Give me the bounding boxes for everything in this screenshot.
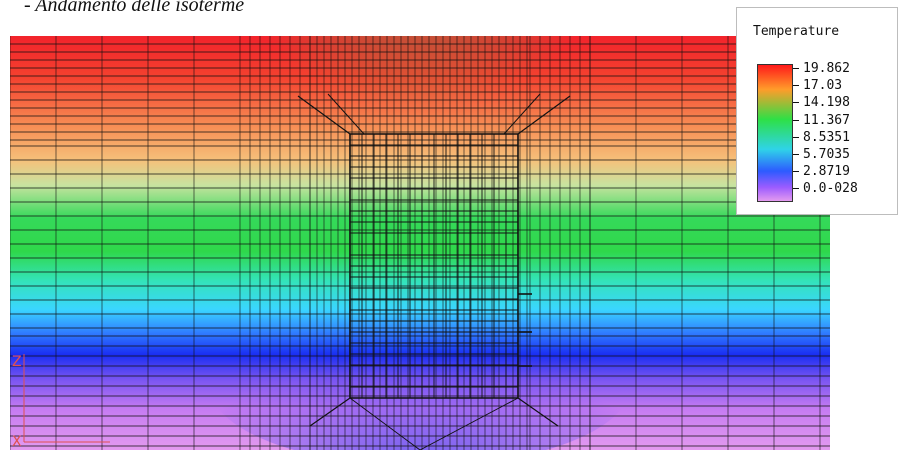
mesh-line [517, 397, 559, 427]
legend-tick-label: 14.198 [803, 95, 850, 111]
mesh-line [309, 397, 351, 427]
mesh-line [517, 95, 571, 135]
figure-caption: - Andamento delle isoterme [24, 0, 245, 16]
legend-color-bar [757, 64, 793, 202]
mesh-line [349, 397, 421, 450]
finite-element-mesh [10, 36, 830, 450]
mesh-line [503, 93, 541, 135]
legend-tick-mark [793, 188, 799, 190]
mesh-line [419, 397, 519, 450]
legend-tick-label: 5.7035 [803, 147, 850, 162]
legend-tick-label: 8.5351 [803, 129, 850, 145]
temperature-legend: Temperature 19.862 17.03 14.198 11.367 8.535… [736, 7, 898, 215]
legend-tick-label: 0.0-028 [803, 181, 858, 197]
legend-tick-label: 2.8719 [803, 164, 850, 180]
legend-title: Temperature [753, 24, 840, 39]
legend-tick-label: 19.862 [803, 61, 850, 76]
legend-tick-mark [793, 102, 799, 104]
legend-tick-mark [793, 154, 799, 155]
legend-tick-label: 11.367 [803, 112, 850, 128]
legend-tick-mark [793, 171, 799, 173]
legend-tick-mark [793, 68, 799, 69]
mesh-line [327, 93, 365, 135]
z-axis-label: Z [12, 354, 22, 370]
x-axis-label: X [12, 434, 22, 450]
cold-dip-shading [210, 306, 630, 450]
legend-tick-label: 17.03 [803, 78, 843, 94]
legend-tick-mark [793, 136, 799, 138]
mesh-overlay: Z X [10, 36, 830, 450]
mesh-line [297, 95, 351, 135]
legend-tick-mark [793, 85, 799, 87]
axis-triad: Z X [12, 354, 110, 450]
plume-shading [260, 36, 580, 226]
legend-tick-mark [793, 119, 799, 121]
